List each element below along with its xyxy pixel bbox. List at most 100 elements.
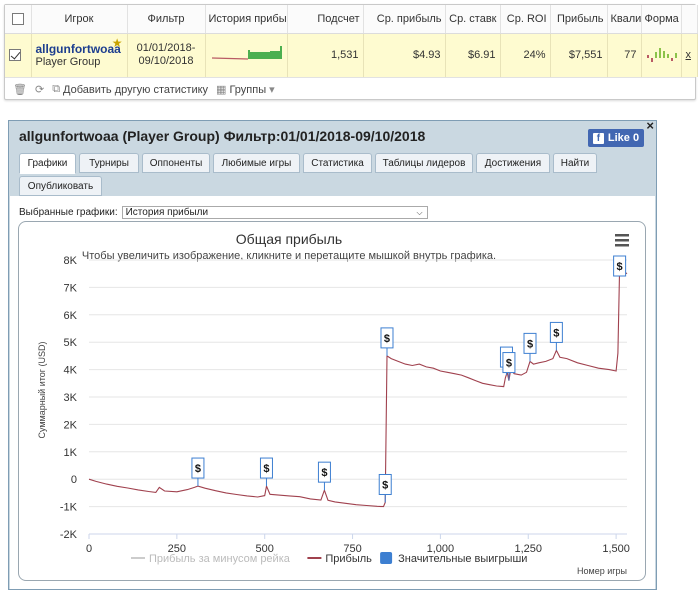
- chart-legend: Прибыль за минусом рейка Прибыль Значитель…: [131, 552, 527, 565]
- avg-stake-value: $6.91: [445, 33, 501, 77]
- chart-axes: -2K -1K 0 1K 2K 3K 4K 5K 6K 7K 8K 0 250 500 750 1,000 1,…: [60, 255, 630, 555]
- window-close-button[interactable]: ×: [646, 118, 654, 133]
- tab-publish[interactable]: Опубликовать: [19, 176, 102, 196]
- flag-box: [191, 457, 205, 479]
- header-avg-stake[interactable]: Ср. ставк: [445, 5, 501, 34]
- flag-box: [502, 352, 516, 374]
- legend-label: Прибыль: [325, 553, 372, 565]
- legend-item[interactable]: Прибыль за минусом рейка: [131, 553, 291, 565]
- tab-tournaments[interactable]: Турниры: [79, 153, 139, 173]
- flag-label: $: [553, 327, 559, 339]
- tab-favorite-games[interactable]: Любимые игры: [213, 153, 300, 173]
- chart-series: [88, 267, 628, 508]
- flag-box: [259, 457, 273, 479]
- header-profit[interactable]: Прибыль: [550, 5, 608, 34]
- groups-dropdown[interactable]: ▦ Группы ▾: [216, 83, 275, 97]
- menu-icon-bar: [615, 239, 629, 242]
- chart-subtitle: Чтобы увеличить изображение, кликните и …: [82, 250, 496, 262]
- legend-item[interactable]: Прибыль: [307, 553, 372, 565]
- player-window: allgunfortwoaa (Player Group) Фильтр:01/…: [8, 118, 657, 590]
- tab-statistics[interactable]: Статистика: [303, 153, 372, 173]
- legend-item[interactable]: Значительные выигрыши: [380, 552, 527, 565]
- table-header-row: Игрок Фильтр История прибы Подсчет Ср. п…: [5, 5, 698, 34]
- y-tick-label: 8K: [64, 255, 78, 267]
- form-bar: [654, 51, 657, 58]
- refresh-icon[interactable]: ⟳: [34, 84, 45, 96]
- graph-select[interactable]: История прибыли ⌵: [121, 206, 428, 219]
- y-tick-label: 6K: [64, 310, 78, 322]
- select-all-cell[interactable]: [5, 5, 32, 34]
- table-row[interactable]: allgunfortwoaa Player Group ★ 01/01/2018…: [5, 33, 698, 77]
- filter-start: 01/01/2018-: [136, 42, 196, 55]
- form-bar: [650, 57, 653, 62]
- header-form[interactable]: Форма: [641, 5, 682, 34]
- tab-achievements[interactable]: Достижения: [476, 153, 550, 173]
- legend-label: Прибыль за минусом рейка: [149, 553, 291, 565]
- legend-symbol: [380, 552, 393, 564]
- groups-label: Группы: [229, 83, 267, 96]
- y-axis-label: Суммарный итог (USD): [37, 341, 47, 438]
- graph-selector-row: Выбранные графики: История прибыли ⌵: [19, 206, 428, 219]
- header-filter[interactable]: Фильтр: [127, 5, 206, 34]
- window-title: allgunfortwoaa (Player Group) Фильтр:01/…: [19, 128, 426, 144]
- chart-grid: [89, 259, 627, 535]
- flag-box: [523, 332, 537, 354]
- menu-icon[interactable]: [615, 234, 629, 247]
- graphs-panel: Выбранные графики: История прибыли ⌵ Общ…: [10, 196, 655, 589]
- tab-leaderboards[interactable]: Таблицы лидеров: [375, 153, 473, 173]
- spark-bar: [249, 51, 270, 59]
- tab-graphs[interactable]: Графики: [19, 153, 76, 174]
- flag-box: [317, 461, 331, 483]
- x-tick-label: 250: [168, 543, 186, 555]
- tab-find[interactable]: Найти: [553, 153, 597, 173]
- add-stat-label: Добавить другую статистику: [63, 83, 209, 96]
- y-tick-label: 3K: [64, 392, 78, 404]
- row-select-cell[interactable]: [5, 33, 32, 77]
- menu-icon-bar: [615, 234, 629, 237]
- history-sparkline-cell: [205, 33, 288, 77]
- trash-icon[interactable]: 🗑: [13, 84, 27, 96]
- header-count[interactable]: Подсчет: [287, 5, 364, 34]
- y-tick-label: -1K: [60, 502, 78, 514]
- count-value: 1,531: [287, 33, 364, 77]
- form-bar: [658, 47, 661, 58]
- flag-box: [549, 321, 563, 343]
- form-cell: [641, 33, 682, 77]
- avg-roi-value: 24%: [500, 33, 551, 77]
- y-tick-label: 4K: [64, 365, 78, 377]
- flag-box: [378, 473, 392, 495]
- x-axis-label: Номер игры: [577, 566, 627, 576]
- menu-icon-bar: [615, 244, 629, 247]
- spark-bar: [247, 49, 250, 59]
- facebook-like-button[interactable]: f Like 0: [588, 129, 644, 147]
- header-quality[interactable]: Квали: [607, 5, 642, 34]
- stats-panel: Игрок Фильтр История прибы Подсчет Ср. п…: [4, 4, 698, 100]
- header-history[interactable]: История прибы: [205, 5, 288, 34]
- remove-row-link[interactable]: x: [685, 49, 692, 62]
- graph-selector-label: Выбранные графики:: [19, 207, 118, 218]
- flag-label: $: [506, 358, 512, 370]
- chart-frame[interactable]: Общая прибыль Чтобы увеличить изображени…: [18, 221, 646, 581]
- chevron-down-icon: ⌵: [416, 208, 423, 217]
- profit-value: $7,551: [550, 33, 608, 77]
- header-avg-profit[interactable]: Ср. прибыль: [363, 5, 446, 34]
- form-bar: [646, 54, 649, 58]
- stats-table: Игрок Фильтр История прибы Подсчет Ср. п…: [5, 5, 698, 77]
- series-line: [88, 267, 628, 508]
- remove-cell[interactable]: x: [681, 33, 698, 77]
- form-bar: [674, 52, 677, 58]
- row-checkbox[interactable]: [9, 49, 21, 62]
- groups-icon: ▦: [216, 84, 227, 96]
- select-all-checkbox[interactable]: [11, 12, 24, 25]
- filter-cell: 01/01/2018- 09/10/2018: [127, 33, 206, 77]
- spark-bar: [279, 45, 282, 59]
- header-avg-roi[interactable]: Ср. ROI: [500, 5, 551, 34]
- header-player[interactable]: Игрок: [31, 5, 128, 34]
- legend-label: Значительные выигрыши: [398, 553, 527, 565]
- form-bar: [666, 53, 669, 58]
- profit-chart[interactable]: Общая прибыль Чтобы увеличить изображени…: [19, 222, 646, 581]
- add-stat-button[interactable]: ⧉ Добавить другую статистику: [52, 83, 208, 96]
- tab-opponents[interactable]: Оппоненты: [142, 153, 210, 173]
- flag-label: $: [527, 338, 533, 350]
- player-name-link[interactable]: allgunfortwoaa: [35, 42, 121, 57]
